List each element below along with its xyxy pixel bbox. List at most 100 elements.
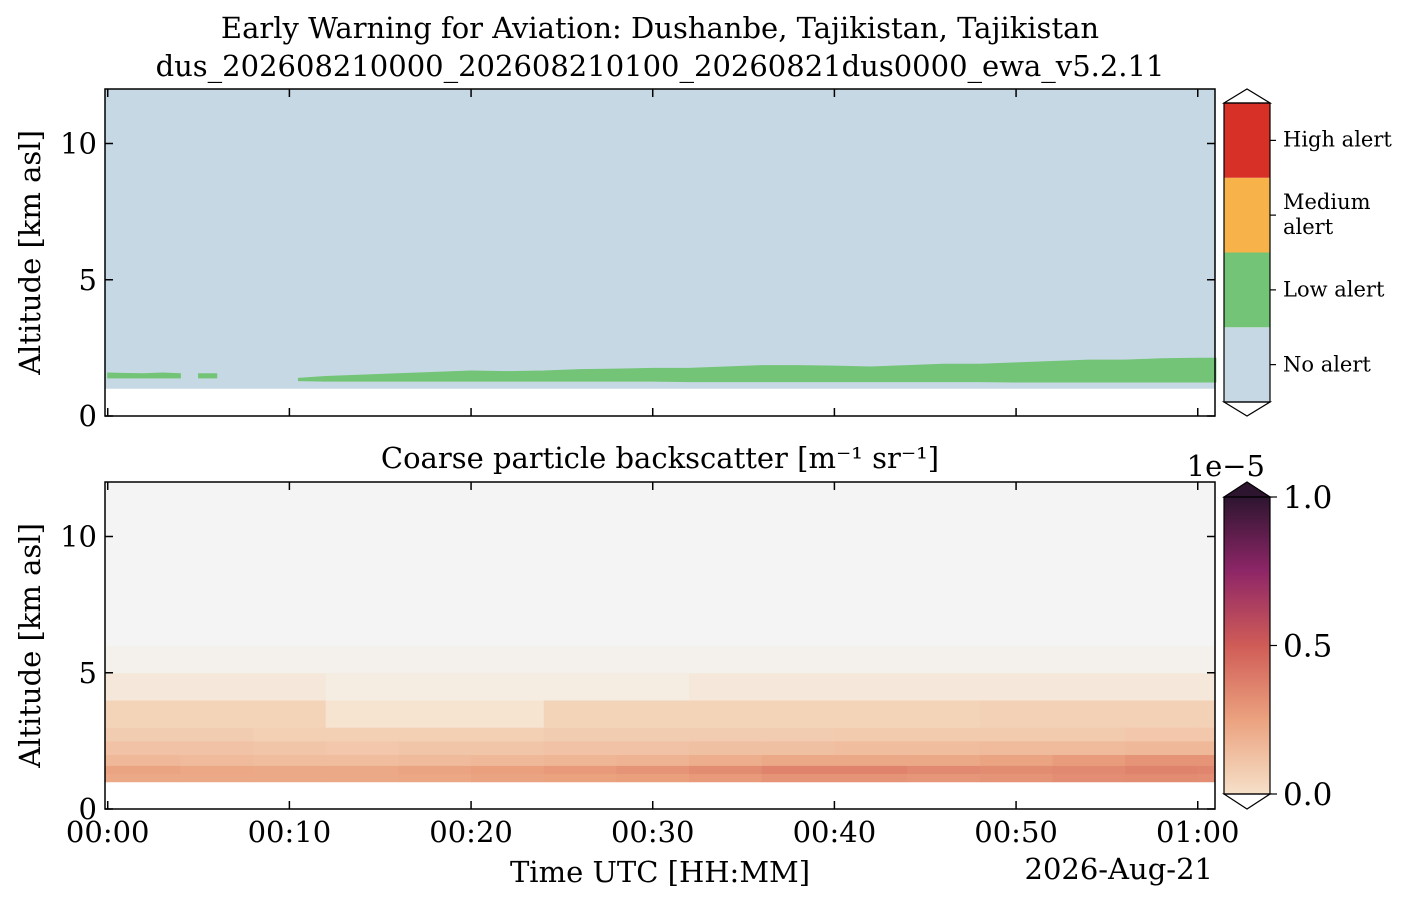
heatmap-cell	[180, 754, 254, 766]
x-tick-label: 00:40	[793, 815, 877, 849]
heatmap-cell	[761, 740, 835, 755]
heatmap-cell	[105, 727, 181, 742]
colorbar-offset: 1e−5	[1187, 449, 1265, 483]
plot-frame	[104, 481, 1216, 810]
colorbar-label: Low alert	[1283, 277, 1385, 302]
colorbar-tick-label: 0.5	[1283, 629, 1332, 665]
heatmap-cell	[398, 645, 472, 674]
heatmap-cell	[834, 740, 908, 755]
heatmap-cell	[834, 700, 908, 728]
heatmap-cell	[761, 700, 835, 728]
heatmap-cell	[105, 765, 181, 775]
heatmap-cell	[105, 672, 181, 701]
heatmap-cell	[761, 765, 835, 775]
colorbar-class	[1224, 103, 1270, 178]
heatmap-cell	[761, 754, 835, 766]
heatmap-cell	[1052, 727, 1126, 742]
heatmap-cell	[1052, 700, 1126, 728]
heatmap-cell	[253, 727, 327, 742]
date-label: 2026-Aug-21	[1025, 852, 1214, 886]
colorbar	[1224, 497, 1270, 794]
heatmap-cell	[689, 482, 763, 592]
heatmap-cell	[325, 672, 399, 701]
x-tick-label: 01:00	[1156, 815, 1240, 849]
heatmap-cell	[1197, 482, 1216, 592]
heatmap-cell	[1125, 773, 1199, 783]
heatmap-cell	[180, 740, 254, 755]
heatmap-cell	[1052, 482, 1126, 592]
heatmap-cell	[834, 672, 908, 701]
heatmap-cell	[325, 727, 399, 742]
heatmap-cell	[907, 754, 981, 766]
heatmap-cell	[180, 482, 254, 592]
heatmap-cell	[979, 700, 1053, 728]
heatmap-cell	[543, 482, 617, 592]
heatmap-cell	[253, 591, 327, 646]
no-alert-region	[105, 89, 1215, 389]
colorbar-extend	[1221, 481, 1273, 498]
heatmap-cell	[543, 700, 617, 728]
heatmap-cell	[1197, 754, 1216, 766]
heatmap-cell	[471, 754, 545, 766]
heatmap-cell	[761, 591, 835, 646]
heatmap-cell	[979, 754, 1053, 766]
heatmap-cell	[616, 765, 690, 775]
heatmap-cell	[1052, 591, 1126, 646]
heatmap-cell	[325, 482, 399, 592]
x-tick-label: 00:10	[248, 815, 332, 849]
heatmap-cell	[907, 765, 981, 775]
heatmap-cell	[1197, 645, 1216, 674]
low-alert-band	[297, 357, 1217, 383]
heatmap-cell	[471, 672, 545, 701]
heatmap-cell	[907, 591, 981, 646]
colorbar-label: High alert	[1283, 127, 1392, 152]
heatmap-cell	[325, 700, 399, 728]
heatmap-cell	[761, 482, 835, 592]
heatmap-cell	[907, 727, 981, 742]
heatmap-cell	[253, 672, 327, 701]
heatmap-cell	[471, 765, 545, 775]
heatmap-cell	[543, 727, 617, 742]
low-alert-band	[107, 372, 181, 379]
x-tick-label: 00:50	[974, 815, 1058, 849]
heatmap-cell	[689, 727, 763, 742]
colorbar-class	[1224, 252, 1270, 328]
heatmap-cell	[325, 645, 399, 674]
heatmap-cell	[471, 482, 545, 592]
heatmap-cell	[616, 645, 690, 674]
heatmap-cell	[543, 672, 617, 701]
heatmap-cell	[689, 773, 763, 783]
heatmap-cell	[471, 700, 545, 728]
x-tick-label: 00:30	[611, 815, 695, 849]
heatmap-cell	[543, 754, 617, 766]
heatmap-cell	[105, 740, 181, 755]
heatmap-cell	[761, 727, 835, 742]
x-tick-label: 00:00	[66, 815, 150, 849]
heatmap-cell	[616, 754, 690, 766]
y-axis-label: Altitude [km asl]	[13, 130, 47, 376]
heatmap-cell	[834, 773, 908, 783]
low-alert-band	[198, 373, 218, 379]
heatmap-cell	[253, 773, 327, 783]
heatmap-cell	[1052, 645, 1126, 674]
heatmap-cell	[761, 773, 835, 783]
y-tick-label: 10	[60, 520, 97, 554]
heatmap-cell	[1125, 754, 1199, 766]
heatmap-cell	[1125, 645, 1199, 674]
heatmap-cell	[105, 591, 181, 646]
heatmap-cell	[105, 700, 181, 728]
heatmap-cell	[398, 740, 472, 755]
heatmap-cell	[834, 482, 908, 592]
heatmap-cell	[907, 645, 981, 674]
heatmap-cell	[253, 700, 327, 728]
colorbar-extend	[1221, 88, 1273, 104]
colorbar-label: No alert	[1283, 352, 1371, 377]
x-tick-label: 00:20	[429, 815, 513, 849]
heatmap-cell	[1125, 765, 1199, 775]
heatmap-cell	[1052, 765, 1126, 775]
heatmap-cell	[180, 645, 254, 674]
heatmap-cell	[907, 740, 981, 755]
colorbar-label: Medium alert	[1283, 190, 1371, 240]
colorbar-extend	[1221, 401, 1273, 417]
heatmap-cell	[979, 740, 1053, 755]
